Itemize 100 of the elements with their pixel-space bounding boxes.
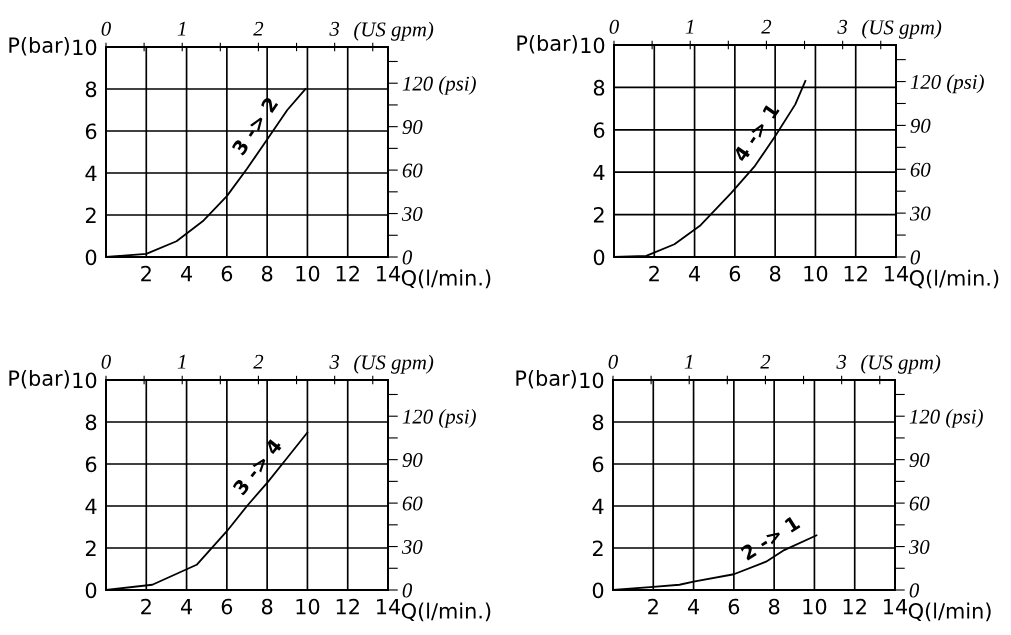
x2-axis-title: (US gpm) (354, 21, 434, 41)
y2-tick-label: 30 (908, 539, 930, 554)
x-tick-label: 8 (261, 598, 273, 615)
x2-tick-label: 0 (609, 19, 619, 34)
y-tick-label: 6 (85, 456, 97, 473)
x2-tick-label: 3 (837, 19, 848, 34)
y2-tick-label: 0 (402, 250, 413, 265)
x2-tick-label: 2 (253, 21, 264, 36)
y2-tick-label: 0 (909, 583, 920, 598)
x-tick-label: 2 (648, 598, 658, 615)
x2-tick-label: 2 (253, 354, 264, 369)
x-tick-label: 8 (769, 265, 781, 282)
y-tick-label: 6 (592, 456, 604, 473)
y-axis-title: P(bar) (516, 369, 576, 389)
y2-tick-label: 90 (909, 453, 930, 468)
y-tick-label: 4 (85, 165, 97, 181)
y-tick-label: 2 (85, 540, 96, 556)
x-tick-label: 10 (296, 265, 320, 282)
y2-tick-label: 30 (909, 206, 931, 221)
x2-tick-label: 3 (329, 21, 340, 36)
x-tick-label: 6 (221, 265, 233, 282)
x-tick-label: 10 (296, 598, 320, 615)
y-tick-label: 10 (73, 372, 97, 389)
y2-tick-label: 60 (909, 496, 930, 511)
y-tick-label: 0 (593, 249, 605, 266)
x-axis-title: Q(l/min) (908, 602, 991, 622)
x-axis-title: Q(l/min.) (909, 269, 999, 289)
annotation: 2 -> 1 (740, 515, 801, 561)
y2-tick-label: 90 (910, 118, 931, 133)
x-tick-label: 2 (141, 265, 151, 282)
y2-tick-label: 120 (psi) (402, 408, 476, 428)
y-tick-label: 10 (580, 372, 604, 389)
y-axis-title: P(bar) (517, 34, 577, 54)
y-axis-title: P(bar) (9, 369, 69, 389)
y-tick-label: 8 (592, 414, 604, 431)
y-tick-label: 2 (593, 207, 604, 223)
x-tick-label: 8 (261, 265, 273, 282)
annotation: 3 -> 4 (232, 437, 283, 496)
annotation: 3 -> 2 (231, 96, 279, 156)
y2-tick-label: 120 (psi) (910, 74, 984, 94)
x-tick-label: 12 (843, 598, 866, 615)
x-tick-label: 8 (768, 598, 780, 615)
y2-tick-label: 120 (psi) (402, 75, 476, 95)
x-tick-label: 14 (885, 265, 909, 282)
x2-tick-label: 3 (329, 354, 340, 369)
y2-tick-label: 30 (401, 539, 423, 554)
x-tick-label: 4 (180, 265, 193, 282)
x2-tick-label: 1 (177, 354, 186, 369)
x2-tick-label: 2 (760, 354, 771, 369)
x2-axis-title: (US gpm) (354, 354, 434, 374)
y-tick-label: 10 (581, 37, 605, 54)
x2-axis-title: (US gpm) (862, 19, 942, 39)
x-tick-label: 4 (180, 598, 193, 615)
y-tick-label: 8 (593, 79, 605, 96)
y-tick-label: 0 (85, 582, 97, 599)
x-tick-label: 6 (729, 265, 741, 282)
y-tick-label: 2 (592, 540, 603, 556)
x2-tick-label: 1 (177, 21, 186, 36)
y-tick-label: 6 (85, 123, 97, 140)
y2-tick-label: 60 (910, 162, 931, 177)
y-tick-label: 2 (85, 207, 96, 223)
x-tick-label: 12 (336, 598, 359, 615)
y2-tick-label: 30 (401, 206, 423, 221)
y2-tick-label: 0 (402, 583, 413, 598)
x-tick-label: 14 (884, 598, 908, 615)
y-axis-title: P(bar) (9, 36, 69, 56)
x-axis-title: Q(l/min.) (401, 269, 491, 289)
y2-tick-label: 0 (910, 250, 921, 265)
x-axis-title: Q(l/min.) (401, 602, 491, 622)
y-tick-label: 10 (73, 39, 97, 56)
y-tick-label: 4 (593, 164, 605, 181)
x2-axis-title: (US gpm) (861, 354, 941, 374)
x-tick-label: 12 (844, 265, 867, 282)
x2-tick-label: 0 (608, 354, 618, 369)
y-tick-label: 0 (592, 582, 604, 599)
y-tick-label: 4 (592, 498, 604, 514)
y2-tick-label: 90 (402, 453, 423, 468)
x-tick-label: 2 (141, 598, 151, 615)
x-tick-label: 12 (336, 265, 359, 282)
x-tick-label: 2 (649, 265, 659, 282)
x2-tick-label: 0 (101, 354, 111, 369)
x-tick-label: 14 (377, 265, 401, 282)
x-tick-label: 6 (728, 598, 740, 615)
x2-tick-label: 1 (685, 19, 694, 34)
y2-tick-label: 120 (psi) (909, 408, 983, 428)
y2-tick-label: 90 (402, 120, 423, 135)
y-tick-label: 8 (85, 414, 97, 431)
y2-tick-label: 60 (402, 163, 423, 178)
y2-tick-label: 60 (402, 496, 423, 511)
y-tick-label: 4 (85, 498, 97, 514)
y-tick-label: 6 (593, 122, 605, 139)
x-tick-label: 14 (377, 598, 401, 615)
x2-tick-label: 0 (101, 21, 111, 36)
x2-tick-label: 2 (761, 19, 772, 34)
x-tick-label: 6 (221, 598, 233, 615)
y-tick-label: 0 (85, 249, 97, 266)
x-tick-label: 10 (803, 598, 827, 615)
x2-tick-label: 1 (684, 354, 693, 369)
x-tick-label: 4 (687, 598, 700, 615)
x-tick-label: 10 (804, 265, 828, 282)
